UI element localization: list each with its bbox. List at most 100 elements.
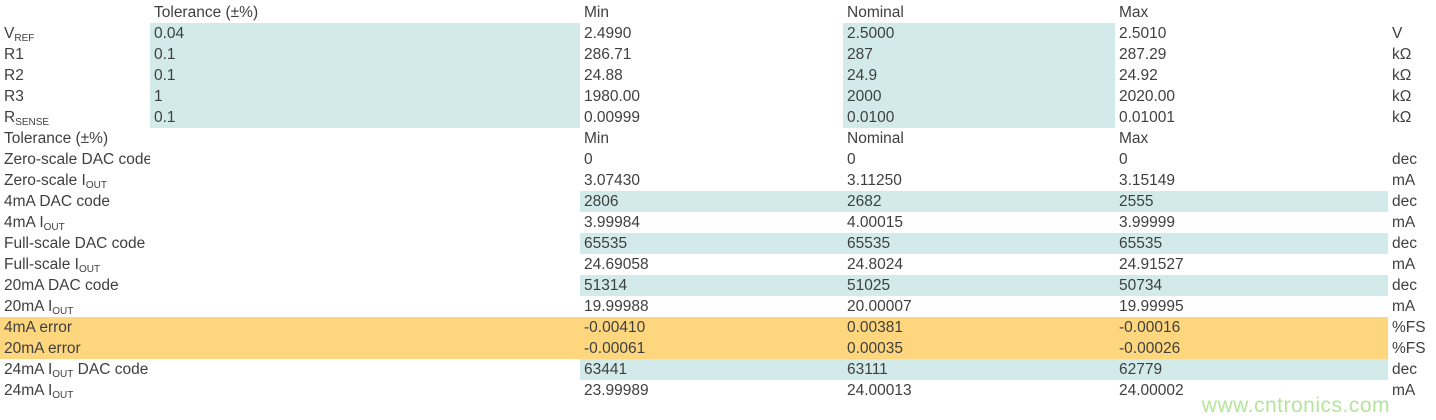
- cell-nominal: 2000: [843, 86, 1115, 107]
- cell-nominal: 2682: [843, 191, 1115, 212]
- row-label: R2: [4, 67, 24, 84]
- cell-nominal: 51025: [843, 275, 1115, 296]
- cell-nominal: 24.8024: [847, 256, 904, 273]
- cell-min: 65535: [580, 233, 843, 254]
- cell-nominal: 24.00013: [847, 382, 912, 399]
- row-label: 4mA DAC code: [4, 193, 110, 210]
- row-label: RSENSE: [4, 109, 50, 128]
- cell-min: 24.69058: [584, 256, 649, 273]
- table-row: Zero-scale IOUT 3.07430 3.11250 3.15149 mA: [0, 170, 1436, 191]
- cell-max: 0: [1119, 151, 1128, 168]
- cell-unit: mA: [1392, 382, 1416, 399]
- header-nominal: Nominal: [847, 4, 904, 21]
- cell-max: 287.29: [1119, 46, 1167, 63]
- cell-tolerance: [150, 170, 580, 191]
- row-label: 24mA IOUT: [4, 382, 74, 401]
- cell-min: 51314: [580, 275, 843, 296]
- cell-unit: dec: [1392, 151, 1417, 168]
- table-row: 4mA DAC code 2806 2682 2555 dec: [0, 191, 1436, 212]
- cell-max: 3.99999: [1119, 214, 1176, 231]
- cell-max: 2555: [1115, 191, 1388, 212]
- label-subscript: OUT: [52, 369, 74, 380]
- row-label: 20mA error: [0, 338, 150, 359]
- header-unit: [1388, 128, 1436, 149]
- cell-max: 62779: [1115, 359, 1388, 380]
- label-subscript: OUT: [52, 390, 74, 401]
- row-label: VREF: [4, 25, 35, 44]
- row-label: 4mA IOUT: [4, 214, 65, 233]
- table-row: Full-scale DAC code 65535 65535 65535 dec: [0, 233, 1436, 254]
- header-row: Tolerance (±%) Min Nominal Max: [0, 2, 1436, 23]
- header-min: Min: [584, 130, 609, 147]
- cell-min: 3.99984: [584, 214, 641, 231]
- cell-nominal: 0.0100: [843, 107, 1115, 128]
- cell-min: 0.00999: [584, 109, 641, 126]
- cell-min: 2806: [580, 191, 843, 212]
- cell-max: 24.91527: [1119, 256, 1184, 273]
- cell-min: -0.00061: [580, 338, 843, 359]
- row-label: 20mA DAC code: [4, 277, 119, 294]
- table-row: Zero-scale DAC code 0 0 0 dec: [0, 149, 1436, 170]
- row-label: 24mA IOUT DAC code: [4, 361, 149, 380]
- cell-max: 50734: [1115, 275, 1388, 296]
- cell-nominal: 2.5000: [843, 23, 1115, 44]
- cell-max: -0.00016: [1115, 317, 1388, 338]
- cell-tolerance: [150, 338, 580, 359]
- cell-min: 3.07430: [584, 172, 641, 189]
- label-subscript: REF: [14, 33, 35, 44]
- cell-nominal: 65535: [843, 233, 1115, 254]
- row-label: Full-scale IOUT: [4, 256, 101, 275]
- cell-unit: dec: [1392, 193, 1417, 210]
- cell-unit: %FS: [1392, 340, 1426, 357]
- cell-max: 24.92: [1119, 67, 1158, 84]
- cell-tolerance: 0.04: [150, 23, 580, 44]
- cell-nominal: 63111: [843, 359, 1115, 380]
- cell-tolerance: [150, 275, 580, 296]
- label-subscript: OUT: [43, 222, 65, 233]
- cell-max: 2020.00: [1119, 88, 1176, 105]
- row-label: Zero-scale DAC code: [4, 151, 150, 168]
- row-label: R1: [4, 46, 24, 63]
- table-row: 20mA IOUT 19.99988 20.00007 19.99995 mA: [0, 296, 1436, 317]
- label-subscript: OUT: [52, 306, 74, 317]
- label-subscript: OUT: [85, 180, 107, 191]
- table-row: 4mA error -0.00410 0.00381 -0.00016 %FS: [0, 317, 1436, 338]
- row-label: 4mA error: [0, 317, 150, 338]
- cell-unit: dec: [1392, 235, 1417, 252]
- cell-tolerance: [150, 254, 580, 275]
- cell-nominal: 0: [847, 151, 856, 168]
- table-row: VREF 0.04 2.4990 2.5000 2.5010 V: [0, 23, 1436, 44]
- cell-tolerance: [150, 212, 580, 233]
- header-tolerance: Tolerance (±%): [154, 4, 259, 21]
- cell-max: 2.5010: [1119, 25, 1167, 42]
- cell-unit: kΩ: [1392, 109, 1412, 126]
- cell-unit: mA: [1392, 256, 1416, 273]
- table-row: 24mA IOUT 23.99989 24.00013 24.00002 mA: [0, 380, 1436, 401]
- cell-min: 2.4990: [584, 25, 632, 42]
- header-label: Tolerance (±%): [4, 130, 109, 147]
- cell-unit: dec: [1392, 361, 1417, 378]
- cell-unit: kΩ: [1392, 88, 1412, 105]
- cell-tolerance: [150, 317, 580, 338]
- cell-nominal: 3.11250: [847, 172, 902, 189]
- cell-min: 24.88: [584, 67, 623, 84]
- table-row: 20mA DAC code 51314 51025 50734 dec: [0, 275, 1436, 296]
- table-row: 4mA IOUT 3.99984 4.00015 3.99999 mA: [0, 212, 1436, 233]
- header-label: [0, 2, 150, 23]
- cell-max: 3.15149: [1119, 172, 1176, 189]
- cell-tolerance: 0.1: [150, 65, 580, 86]
- cell-unit: %FS: [1392, 319, 1426, 336]
- cell-tolerance: 0.1: [150, 44, 580, 65]
- header-max: Max: [1119, 4, 1149, 21]
- cell-min: 19.99988: [584, 298, 649, 315]
- cell-nominal: 24.9: [843, 65, 1115, 86]
- cell-unit: dec: [1392, 277, 1417, 294]
- cell-unit: mA: [1392, 172, 1416, 189]
- cell-unit: kΩ: [1392, 67, 1412, 84]
- table-row: R3 1 1980.00 2000 2020.00 kΩ: [0, 86, 1436, 107]
- cell-max: 0.01001: [1119, 109, 1176, 126]
- cell-unit: mA: [1392, 298, 1416, 315]
- cell-nominal: 20.00007: [847, 298, 912, 315]
- cell-tolerance: [150, 359, 580, 380]
